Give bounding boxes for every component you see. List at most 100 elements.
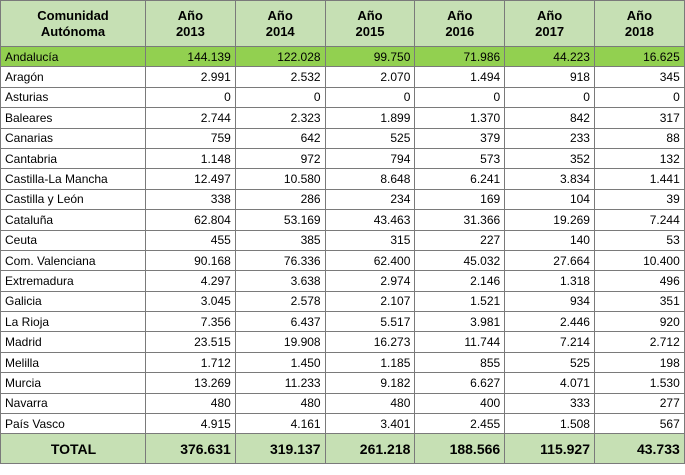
row-value-2014: 1.450 [234,351,326,374]
row-value-2018: 345 [593,66,685,88]
row-value-2015: 62.400 [324,249,416,272]
row-value-2015: 43.463 [324,209,416,231]
row-value-2013: 4.297 [145,270,236,292]
total-2018: 43.733 [593,433,685,465]
row-value-2018: 920 [593,311,685,333]
row-value-2013: 338 [145,188,236,211]
row-value-2016: 1.521 [414,290,506,313]
header-line1: Año [357,7,383,23]
row-value-2013: 2.991 [145,66,236,88]
table-row: Asturias 0 0 0 0 0 0 [0,86,685,109]
row-value-2017: 525 [504,351,595,374]
row-value-2013: 1.148 [145,147,236,170]
row-community-name: Navarra [0,392,146,415]
row-value-2018: 132 [593,147,685,170]
header-year-2013: Año 2013 [145,0,236,47]
row-value-2016: 169 [414,188,506,211]
total-2015: 261.218 [324,433,416,465]
row-value-2014: 2.578 [234,290,326,313]
row-value-2014: 972 [234,147,326,170]
row-value-2013: 7.356 [145,311,236,333]
row-community-name: Castilla-La Mancha [0,168,146,190]
row-value-2013: 3.045 [145,290,236,313]
row-value-2016: 45.032 [414,249,506,272]
header-year-2015: Año 2015 [324,0,416,47]
table-row: Castilla-La Mancha 12.497 10.580 8.648 6.241… [0,168,685,190]
row-value-2013: 455 [145,229,236,251]
row-value-2013: 23.515 [145,331,236,353]
row-value-2017: 333 [504,392,595,415]
row-value-2016: 227 [414,229,506,251]
row-value-2016: 11.744 [414,331,506,353]
row-value-2016: 6.241 [414,168,506,190]
header-line1: Año [626,7,653,23]
header-year-2016: Año 2016 [414,0,506,47]
row-value-2015: 5.517 [324,311,416,333]
row-value-2014: 0 [234,86,326,109]
row-community-name: Cantabria [0,147,146,170]
row-value-2015: 3.401 [324,413,416,435]
row-value-2014: 642 [234,127,326,149]
row-value-2018: 1.441 [593,168,685,190]
row-value-2017: 842 [504,107,595,129]
row-value-2013: 13.269 [145,372,236,394]
row-value-2016: 2.146 [414,270,506,292]
row-value-2013: 4.915 [145,413,236,435]
row-value-2016: 855 [414,351,506,374]
row-value-2016: 0 [414,86,506,109]
row-value-2015: 2.070 [324,66,416,88]
header-line2: 2016 [445,23,475,39]
row-value-2016: 1.494 [414,66,506,88]
row-value-2014: 385 [234,229,326,251]
header-row: Comunidad Autónoma Año 2013 Año 2014 Año 201… [0,0,685,47]
row-value-2017: 2.446 [504,311,595,333]
row-value-2017: 352 [504,147,595,170]
table-row: Andalucía 144.139 122.028 99.750 71.986 44.22… [0,45,685,68]
row-value-2015: 99.750 [324,45,416,68]
row-value-2013: 12.497 [145,168,236,190]
header-line2: 2013 [175,23,205,39]
row-value-2017: 4.071 [504,372,595,394]
row-value-2018: 88 [593,127,685,149]
row-value-2014: 11.233 [234,372,326,394]
row-value-2018: 1.530 [593,372,685,394]
row-value-2015: 1.899 [324,107,416,129]
row-value-2018: 277 [593,392,685,415]
row-value-2014: 10.580 [234,168,326,190]
row-value-2017: 934 [504,290,595,313]
row-value-2017: 104 [504,188,595,211]
row-value-2014: 3.638 [234,270,326,292]
header-line1: Año [447,7,473,23]
header-line2: 2017 [535,23,565,39]
row-value-2016: 1.370 [414,107,506,129]
table-row: Ceuta 455 385 315 227 140 53 [0,229,685,251]
row-value-2015: 480 [324,392,416,415]
row-community-name: Madrid [0,331,146,353]
row-community-name: La Rioja [0,311,146,333]
row-value-2013: 759 [145,127,236,149]
row-value-2015: 1.185 [324,351,416,374]
row-value-2013: 480 [145,392,236,415]
table-row: Cataluña 62.804 53.169 43.463 31.366 19.269 7.… [0,209,685,231]
row-value-2014: 76.336 [234,249,326,272]
row-value-2016: 71.986 [414,45,506,68]
row-value-2014: 2.532 [234,66,326,88]
header-line2: 2018 [624,23,654,39]
row-value-2013: 1.712 [145,351,236,374]
row-value-2015: 315 [324,229,416,251]
row-value-2018: 39 [593,188,685,211]
row-value-2015: 234 [324,188,416,211]
table-row: Castilla y León 338 286 234 169 104 39 [0,188,685,211]
row-value-2014: 480 [234,392,326,415]
row-value-2016: 400 [414,392,506,415]
row-community-name: Melilla [0,351,146,374]
row-value-2017: 19.269 [504,209,595,231]
row-value-2018: 53 [593,229,685,251]
row-value-2015: 8.648 [324,168,416,190]
row-value-2018: 496 [593,270,685,292]
row-community-name: Baleares [0,107,146,129]
header-comunidad: Comunidad Autónoma [0,0,146,47]
row-value-2013: 2.744 [145,107,236,129]
header-year-2014: Año 2014 [234,0,326,47]
row-value-2016: 2.455 [414,413,506,435]
